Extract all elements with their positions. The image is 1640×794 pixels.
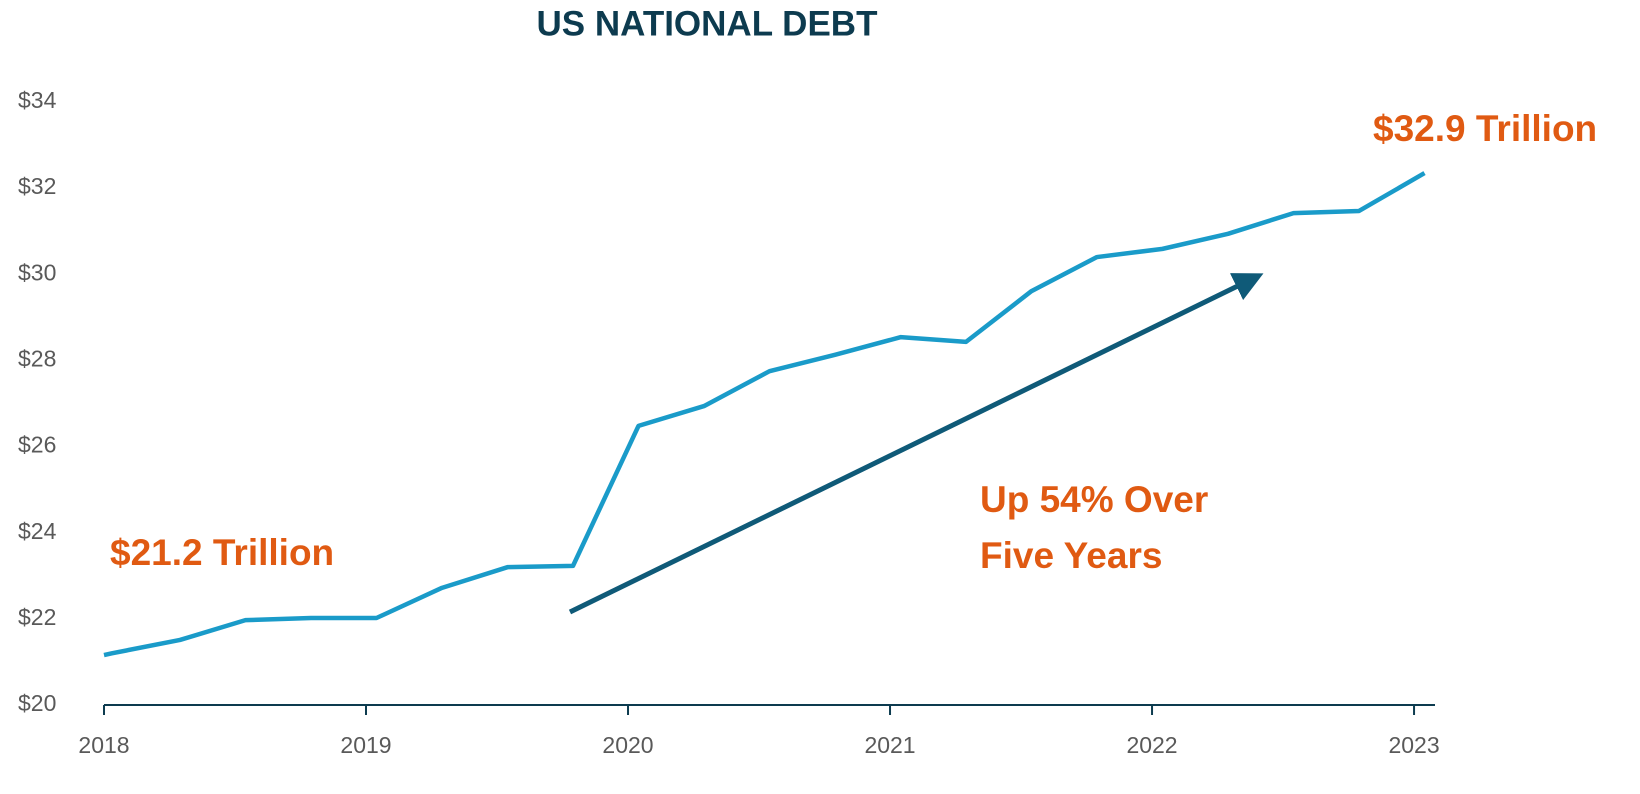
annotation: Up 54% Over — [980, 479, 1208, 520]
annotation: $21.2 Trillion — [110, 532, 334, 573]
y-tick-label: $32 — [18, 173, 56, 199]
x-tick-label: 2023 — [1388, 732, 1439, 758]
annotation: $32.9 Trillion — [1373, 108, 1597, 149]
x-tick-label: 2020 — [602, 732, 653, 758]
y-tick-label: $26 — [18, 432, 56, 458]
y-tick-label: $34 — [18, 87, 57, 113]
y-tick-label: $30 — [18, 259, 56, 285]
y-tick-label: $24 — [18, 518, 57, 544]
x-tick-label: 2018 — [78, 732, 129, 758]
y-tick-label: $20 — [18, 690, 56, 716]
annotation: Five Years — [980, 535, 1162, 576]
data-line — [103, 171, 1426, 658]
x-tick-label: 2022 — [1126, 732, 1177, 758]
chart-title: US NATIONAL DEBT — [537, 4, 878, 43]
trend-arrow — [568, 273, 1264, 615]
y-tick-label: $28 — [18, 346, 56, 372]
x-tick-label: 2021 — [864, 732, 915, 758]
y-tick-label: $22 — [18, 604, 56, 630]
x-tick-label: 2019 — [340, 732, 391, 758]
